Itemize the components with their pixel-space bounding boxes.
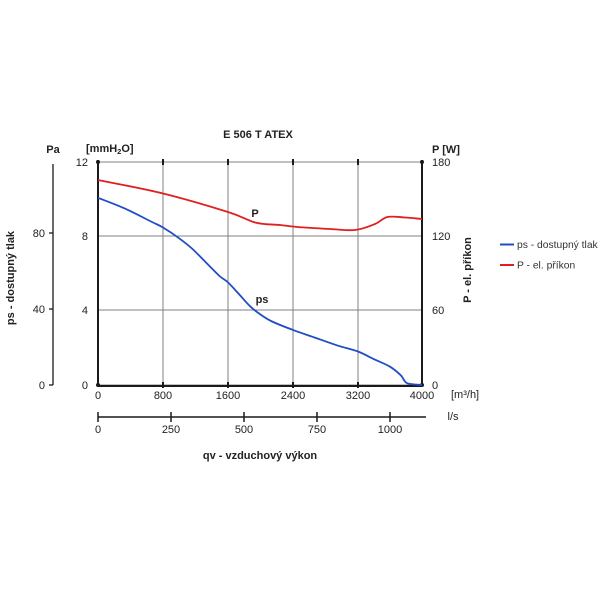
svg-text:3200: 3200 [346, 390, 370, 402]
svg-text:0: 0 [82, 380, 88, 392]
svg-text:ps - dostupný tlak: ps - dostupný tlak [5, 230, 17, 325]
svg-text:60: 60 [432, 305, 444, 317]
svg-text:[mmH2O]: [mmH2O] [86, 143, 134, 156]
svg-text:250: 250 [162, 424, 180, 436]
svg-text:Pa: Pa [46, 144, 60, 156]
svg-text:40: 40 [33, 304, 45, 316]
svg-text:E 506 T ATEX: E 506 T ATEX [223, 129, 293, 141]
svg-text:P - el. příkon: P - el. příkon [517, 261, 575, 272]
svg-text:l/s: l/s [448, 411, 460, 423]
svg-text:0: 0 [95, 424, 101, 436]
svg-text:12: 12 [76, 157, 88, 169]
svg-text:[m³/h]: [m³/h] [451, 389, 479, 401]
svg-text:1000: 1000 [378, 424, 402, 436]
svg-text:120: 120 [432, 231, 450, 243]
svg-text:qv - vzduchový výkon: qv - vzduchový výkon [203, 450, 318, 462]
svg-text:180: 180 [432, 157, 450, 169]
svg-text:0: 0 [39, 380, 45, 392]
svg-text:P: P [251, 208, 258, 220]
svg-text:750: 750 [308, 424, 326, 436]
svg-text:2400: 2400 [281, 390, 305, 402]
svg-text:80: 80 [33, 228, 45, 240]
svg-text:4000: 4000 [410, 390, 434, 402]
svg-text:500: 500 [235, 424, 253, 436]
svg-text:800: 800 [154, 390, 172, 402]
svg-text:8: 8 [82, 231, 88, 243]
svg-text:P - el. příkon: P - el. příkon [462, 237, 474, 303]
svg-text:1600: 1600 [216, 390, 240, 402]
svg-text:4: 4 [82, 305, 88, 317]
svg-text:ps - dostupný tlak: ps - dostupný tlak [517, 240, 599, 251]
svg-text:ps: ps [256, 294, 269, 306]
svg-text:P [W]: P [W] [432, 144, 460, 156]
svg-text:0: 0 [95, 390, 101, 402]
